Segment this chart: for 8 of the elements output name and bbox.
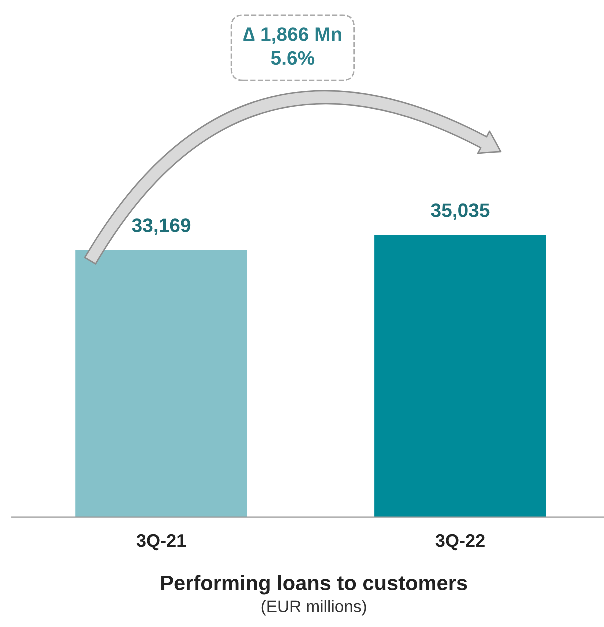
data-label: 35,035 <box>431 204 490 220</box>
text: Performing loans to customers <box>162 575 468 595</box>
text: (EUR millions) <box>262 600 366 616</box>
text: 5.6% <box>271 51 315 66</box>
x-tick-label: 3Q-22 <box>436 534 485 551</box>
text: ∆ 1,866 Mn <box>244 28 342 44</box>
x-tick-label: 3Q-21 <box>136 534 186 551</box>
data-label: 33,169 <box>132 218 191 236</box>
